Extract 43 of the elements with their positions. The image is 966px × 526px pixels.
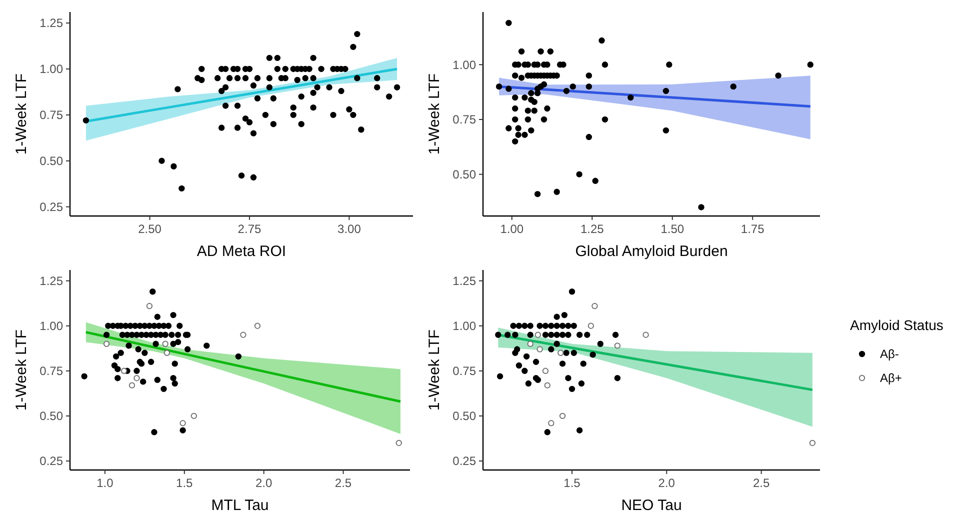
y-tick-label: 0.25 [452, 454, 476, 468]
x-tick-label: 1.25 [580, 222, 604, 236]
y-tick-label: 1.00 [40, 319, 64, 334]
x-axis-title: Global Amyloid Burden [575, 243, 728, 260]
y-axis-title: 1-Week LTF [13, 73, 30, 155]
y-tick-label: 0.75 [40, 364, 64, 378]
legend-title: Amyloid Status [850, 317, 944, 333]
y-tick-label: 1.25 [452, 274, 476, 288]
x-tick-label: 1.50 [660, 222, 684, 236]
y-tick-label: 1.25 [40, 16, 64, 30]
y-tick-label: 0.75 [40, 108, 64, 122]
x-tick-label: 2.0 [255, 476, 272, 490]
y-tick-label: 0.25 [40, 200, 64, 214]
x-axis-title: AD Meta ROI [196, 243, 286, 260]
x-axis-title: NEO Tau [621, 497, 682, 514]
x-tick-label: 2.0 [658, 476, 676, 490]
y-tick-label: 0.75 [452, 364, 476, 378]
y-tick-label: 1.00 [452, 319, 476, 334]
x-tick-label: 2.5 [752, 476, 770, 490]
y-axis-title: 1-Week LTF [13, 329, 30, 411]
x-tick-label: 2.50 [138, 222, 162, 236]
x-tick-label: 2.5 [334, 476, 352, 490]
x-tick-label: 1.0 [96, 476, 114, 490]
x-tick-label: 1.00 [500, 222, 524, 236]
x-tick-label: 2.75 [238, 222, 262, 236]
y-axis-title: 1-Week LTF [426, 73, 443, 155]
legend-label: Aβ- [880, 347, 899, 362]
y-tick-label: 1.00 [40, 62, 64, 76]
y-axis-title: 1-Week LTF [426, 329, 443, 411]
x-axis-title: MTL Tau [211, 497, 269, 514]
legend-label: Aβ+ [880, 371, 902, 386]
y-tick-label: 0.50 [452, 168, 476, 182]
y-tick-label: 0.50 [452, 409, 476, 424]
x-tick-label: 3.00 [338, 222, 362, 236]
x-tick-label: 1.5 [564, 476, 581, 490]
y-tick-label: 0.50 [40, 409, 64, 424]
y-tick-label: 1.25 [40, 274, 64, 288]
y-tick-label: 1.00 [452, 58, 476, 72]
y-tick-label: 0.25 [40, 454, 64, 468]
y-tick-label: 0.75 [452, 112, 476, 127]
x-tick-label: 1.75 [740, 222, 765, 236]
x-tick-label: 1.5 [176, 476, 194, 490]
y-tick-label: 0.50 [40, 154, 64, 168]
